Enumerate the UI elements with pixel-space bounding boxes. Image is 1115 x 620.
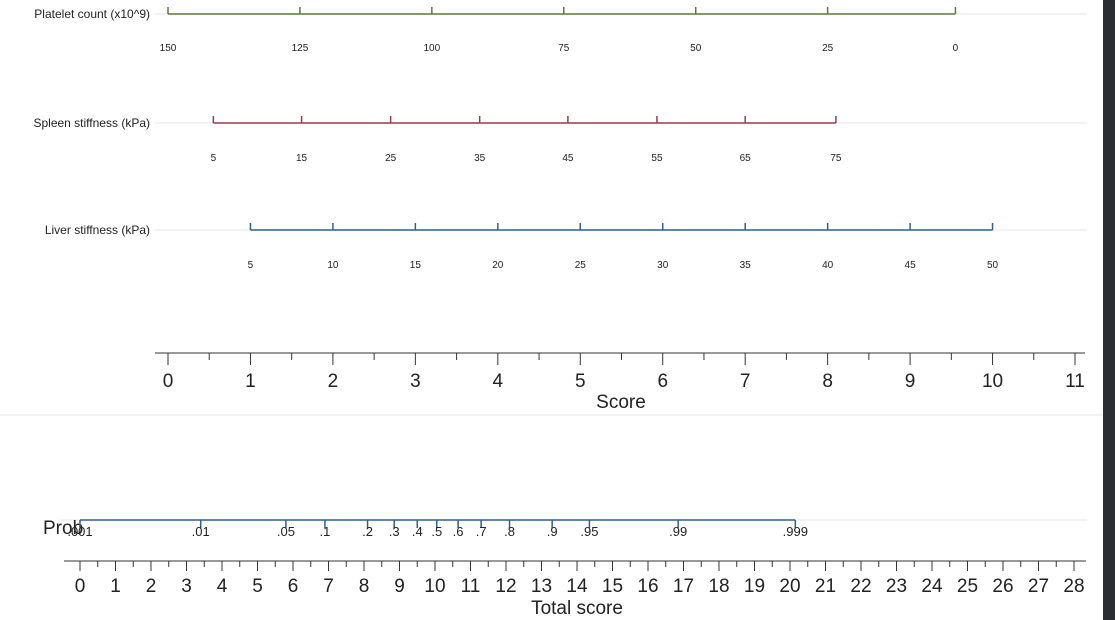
total-tick-label: 22	[850, 576, 871, 597]
total-tick-label: 3	[181, 576, 192, 597]
score-tick-label: 3	[410, 371, 421, 392]
score-tick-label: 6	[657, 371, 668, 392]
total-tick-label: 9	[394, 576, 405, 597]
score-tick-label: 4	[493, 371, 504, 392]
prob-tick-label: .01	[192, 524, 210, 539]
score-tick-label: 10	[982, 371, 1003, 392]
predictor-tick-label: 150	[160, 43, 177, 54]
score-tick-label: 9	[905, 371, 916, 392]
prob-tick-label: .05	[277, 524, 295, 539]
prob-tick-label: .7	[476, 524, 487, 539]
prob-tick-label: .3	[389, 524, 400, 539]
score-axis-title: Score	[596, 392, 646, 413]
predictor-tick-label: 75	[558, 43, 570, 54]
predictor-tick-label: 15	[296, 153, 308, 164]
predictor-tick-label: 55	[651, 153, 663, 164]
predictor-tick-label: 25	[822, 43, 834, 54]
total-tick-label: 10	[424, 576, 445, 597]
prob-axis-title: Prob	[43, 518, 83, 539]
score-tick-label: 0	[163, 371, 174, 392]
predictor-tick-label: 35	[740, 260, 752, 271]
predictor-tick-label: 10	[327, 260, 339, 271]
score-tick-label: 8	[822, 371, 833, 392]
prob-tick-label: .5	[431, 524, 442, 539]
predictor-tick-label: 45	[562, 153, 574, 164]
total-tick-label: 19	[744, 576, 765, 597]
predictor-tick-label: 40	[822, 260, 834, 271]
prob-tick-label: .999	[783, 524, 808, 539]
total-tick-label: 13	[531, 576, 552, 597]
predictor-tick-label: 65	[740, 153, 752, 164]
predictor-label: Platelet count (x10^9)	[34, 7, 150, 21]
score-tick-label: 1	[245, 371, 256, 392]
score-tick-label: 7	[740, 371, 751, 392]
prob-tick-label: .4	[412, 524, 423, 539]
total-tick-label: 26	[992, 576, 1013, 597]
prob-tick-label: .6	[453, 524, 464, 539]
predictor-tick-label: 50	[690, 43, 702, 54]
total-tick-label: 21	[815, 576, 836, 597]
score-tick-label: 11	[1065, 371, 1085, 392]
prob-tick-label: .9	[547, 524, 558, 539]
total-tick-label: 5	[252, 576, 263, 597]
prob-tick-label: .2	[362, 524, 373, 539]
predictor-tick-label: 15	[410, 260, 422, 271]
predictor-tick-label: 25	[575, 260, 587, 271]
predictor-tick-label: 125	[292, 43, 309, 54]
prob-tick-label: .001	[67, 524, 92, 539]
total-tick-label: 20	[779, 576, 800, 597]
total-tick-label: 16	[637, 576, 658, 597]
total-tick-label: 17	[673, 576, 694, 597]
total-tick-label: 14	[566, 576, 588, 597]
total-tick-label: 2	[146, 576, 157, 597]
predictor-tick-label: 75	[830, 153, 842, 164]
window-edge-strip	[1103, 0, 1115, 620]
prob-tick-label: .1	[320, 524, 331, 539]
total-tick-label: 4	[217, 576, 228, 597]
predictor-tick-label: 0	[953, 43, 959, 54]
predictor-tick-label: 45	[905, 260, 917, 271]
total-axis-title: Total score	[531, 598, 623, 619]
total-tick-label: 12	[495, 576, 516, 597]
total-tick-label: 24	[921, 576, 943, 597]
predictor-tick-label: 50	[987, 260, 999, 271]
total-tick-label: 27	[1028, 576, 1049, 597]
total-tick-label: 23	[886, 576, 907, 597]
prob-tick-label: .8	[504, 524, 515, 539]
total-tick-label: 0	[75, 576, 86, 597]
predictor-tick-label: 100	[424, 43, 441, 54]
total-tick-label: 11	[461, 576, 481, 597]
predictor-label: Liver stiffness (kPa)	[45, 223, 150, 237]
prob-tick-label: .95	[580, 524, 598, 539]
score-tick-label: 5	[575, 371, 586, 392]
total-tick-label: 15	[602, 576, 623, 597]
prob-tick-label: .99	[669, 524, 687, 539]
total-tick-label: 7	[323, 576, 334, 597]
score-tick-label: 2	[328, 371, 339, 392]
predictor-tick-label: 35	[474, 153, 486, 164]
total-tick-label: 28	[1063, 576, 1084, 597]
predictor-tick-label: 20	[492, 260, 504, 271]
predictor-tick-label: 25	[385, 153, 397, 164]
total-tick-label: 6	[288, 576, 299, 597]
total-tick-label: 8	[359, 576, 370, 597]
predictor-label: Spleen stiffness (kPa)	[33, 116, 150, 130]
predictor-tick-label: 5	[248, 260, 254, 271]
total-tick-label: 1	[110, 576, 121, 597]
predictor-tick-label: 5	[211, 153, 217, 164]
total-tick-label: 25	[957, 576, 978, 597]
predictor-tick-label: 30	[657, 260, 669, 271]
total-tick-label: 18	[708, 576, 729, 597]
